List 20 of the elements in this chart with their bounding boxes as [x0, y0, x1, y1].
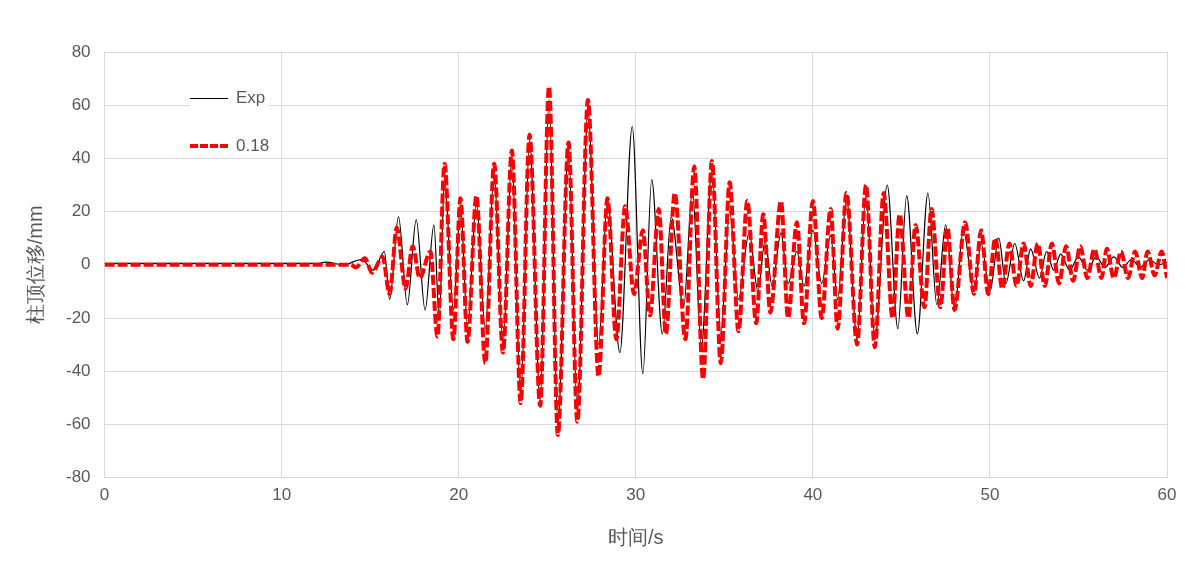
- x-tick-label: 60: [1157, 485, 1177, 505]
- legend-label: Exp: [236, 88, 266, 108]
- y-tick-label: -80: [65, 467, 91, 487]
- legend-label: 0.18: [236, 136, 270, 156]
- y-tick-label: 80: [71, 41, 91, 61]
- y-tick-label: 0: [81, 254, 91, 274]
- y-tick-label: 20: [71, 201, 91, 221]
- y-axis-title: 柱顶位移/mm: [23, 205, 46, 325]
- x-tick-label: 50: [980, 485, 1000, 505]
- y-tick-label: 40: [71, 148, 91, 168]
- y-tick-label: -20: [65, 307, 91, 327]
- y-tick-label: -40: [65, 360, 91, 380]
- x-axis-title: 时间/s: [608, 525, 664, 548]
- x-tick-label: 40: [803, 485, 823, 505]
- y-tick-label: 60: [71, 94, 91, 114]
- x-tick-label: 0: [99, 485, 110, 505]
- y-tick-label: -60: [65, 414, 91, 434]
- x-tick-label: 30: [626, 485, 646, 505]
- x-tick-label: 10: [272, 485, 292, 505]
- x-tick-label: 20: [449, 485, 469, 505]
